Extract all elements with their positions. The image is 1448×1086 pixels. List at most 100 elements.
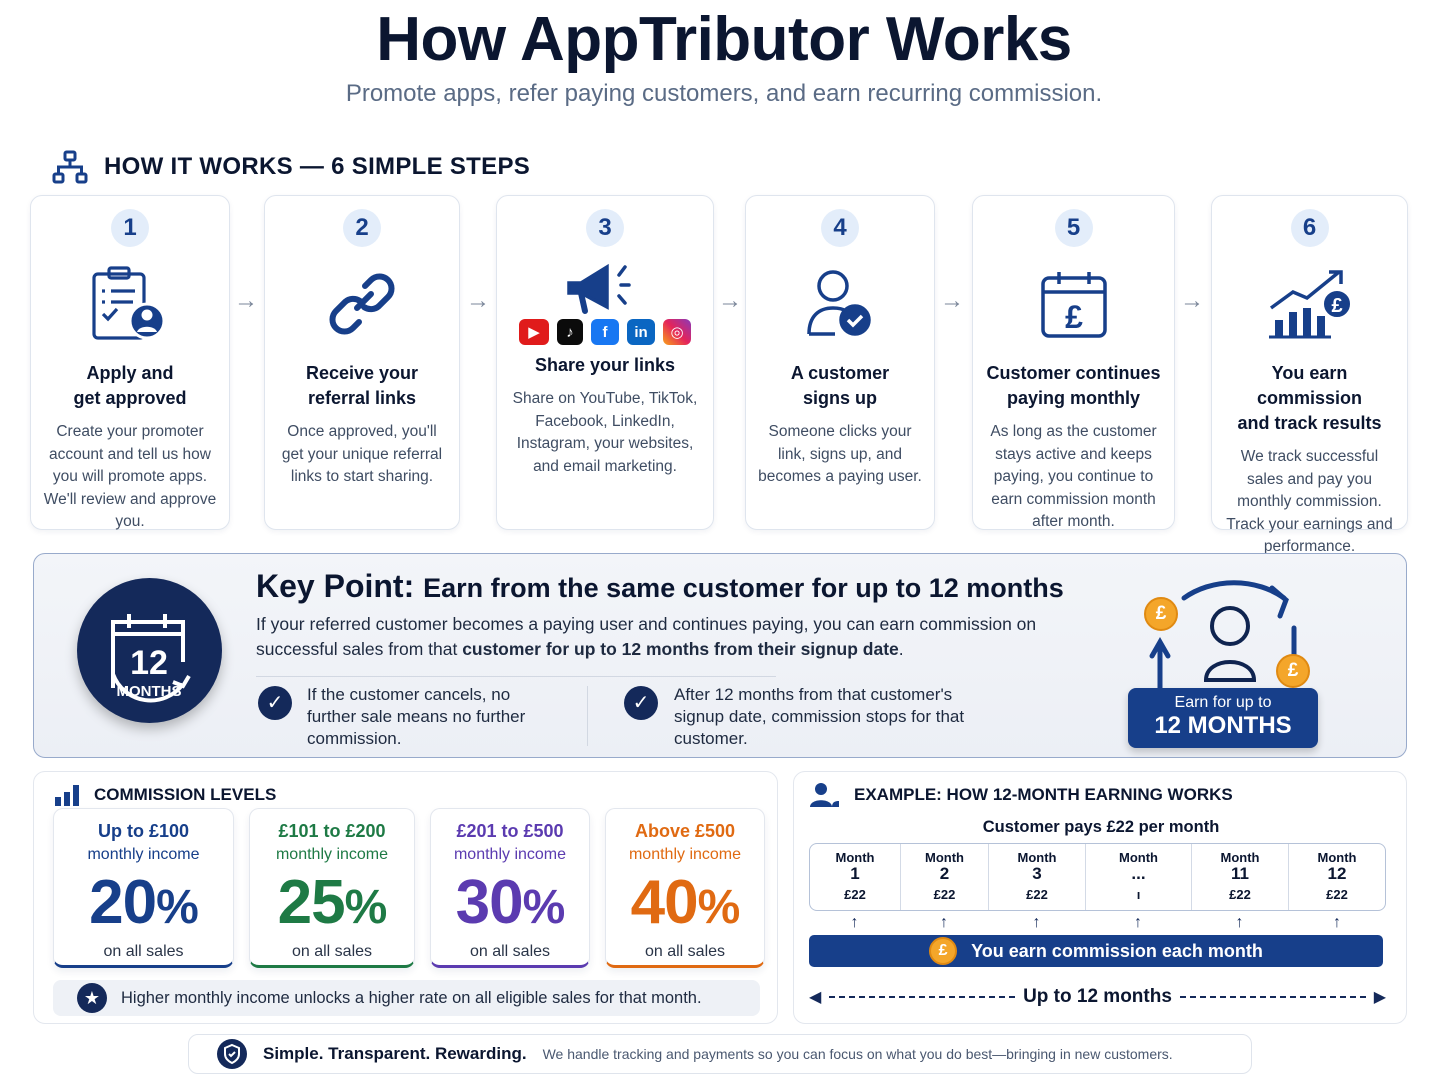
steps-heading-label: HOW IT WORKS — 6 SIMPLE STEPS: [104, 153, 531, 180]
instagram-icon: ◎: [663, 319, 691, 345]
earn-commission-bar: £ You earn commission each month: [809, 935, 1383, 967]
calendar-cycle-icon: 12 MONTHS: [111, 614, 191, 703]
tier-range: £101 to £200: [278, 821, 386, 841]
tier-suffix: on all sales: [644, 943, 726, 960]
commission-heading: COMMISSION LEVELS: [54, 784, 276, 806]
arrow-left-icon: ◀: [809, 989, 822, 1006]
svg-text:£: £: [1331, 295, 1342, 317]
arrow-up-icon: ↑: [850, 914, 859, 931]
tier-rate: 30%: [455, 868, 566, 937]
step-number: 5: [1054, 209, 1093, 247]
step-number: 4: [821, 209, 859, 247]
sitemap-icon: [52, 150, 88, 184]
page-subtitle: Promote apps, refer paying customers, an…: [345, 80, 1103, 107]
tier-rate: 40%: [630, 868, 741, 937]
tier-suffix: on all sales: [103, 943, 184, 960]
footer-text: We handle tracking and payments so you c…: [542, 1046, 1173, 1062]
step-title-line1: Receive your: [305, 363, 419, 383]
arrow-up-icon: ↑: [1134, 914, 1142, 931]
arrow-up-icon: ↑: [1032, 914, 1041, 931]
step-number: 3: [586, 209, 624, 247]
up-arrows: ↑ ↑ ↑ ↑ ↑ ↑: [809, 914, 1386, 932]
example-pays: Customer pays £22 per month: [982, 818, 1220, 836]
tier-suffix: on all sales: [291, 943, 373, 960]
step-title-line1: Apply and: [86, 363, 174, 383]
example-heading: EXAMPLE: HOW 12-MONTH EARNING WORKS: [810, 782, 1233, 808]
step-title-line1: A customer: [790, 363, 890, 383]
step-description: Share on YouTube, TikTok, Facebook, Link…: [512, 390, 698, 475]
key-point-title: Key Point: Earn from the same customer f…: [256, 568, 1064, 605]
user-check-icon: [807, 270, 871, 336]
step-title-line2: signs up: [802, 388, 877, 408]
step-number: 2: [343, 209, 381, 247]
arrow-right-icon: →: [718, 287, 742, 314]
steps-heading: HOW IT WORKS — 6 SIMPLE STEPS: [52, 150, 530, 184]
step-description: As long as the customer stays active and…: [990, 423, 1157, 530]
check-circle-icon: ✓: [624, 686, 658, 720]
twelve-months-badge: 12 MONTHS: [77, 578, 222, 723]
key-point-body: If your referred customer becomes a payi…: [256, 612, 1076, 662]
tier-range: Above £500: [634, 821, 736, 841]
arrow-right-icon: →: [1180, 287, 1204, 314]
tier-rate: 20%: [89, 868, 199, 937]
step-title-line1: You earn commission: [1256, 363, 1363, 408]
page-title: How AppTributor Works: [376, 5, 1072, 74]
arrow-up-icon: ↑: [1235, 914, 1244, 931]
tier-sub: monthly income: [453, 846, 567, 863]
divider: [256, 676, 776, 677]
commission-note-text: Higher monthly income unlocks a higher r…: [121, 988, 702, 1007]
step-title-line2: paying monthly: [1006, 388, 1140, 408]
tier-range: Up to £100: [97, 821, 190, 841]
arrow-right-icon: →: [234, 287, 258, 314]
growth-chart-pound-icon: £: [1268, 270, 1352, 339]
step-card-1: 1 Apply and get approved Create your prom…: [30, 195, 230, 530]
step-card-5: 5 £ Customer continues paying monthly As …: [972, 195, 1175, 530]
pound-coin-icon: £: [1144, 597, 1178, 631]
divider: [587, 686, 588, 746]
tier-sub: monthly income: [275, 846, 389, 863]
check-circle-icon: ✓: [258, 686, 292, 720]
steps-row: 1 Apply and get approved Create your prom…: [30, 195, 1410, 555]
step-card-4: 4 A customer signs up Someone clicks your…: [745, 195, 935, 530]
twelve-month-span: ◀ Up to 12 months ▶: [809, 986, 1386, 1008]
step-title-line2: and track results: [1237, 413, 1382, 433]
youtube-icon: ▶: [519, 319, 549, 345]
social-icons: ▶ ♪ f in ◎: [497, 319, 713, 345]
tiktok-icon: ♪: [557, 319, 583, 345]
months-table: Month 1 £22 Month 2 £22 Month 3 £22 Month... ı …: [809, 843, 1386, 911]
badge-number: 12: [130, 644, 168, 682]
tier-card-3: £201 to £500 monthly income 30% on all s…: [430, 808, 590, 968]
step-card-2: 2 Receive your referral links Once approv…: [264, 195, 460, 530]
month-cell: Month 2 £22: [901, 844, 989, 910]
tier-suffix: on all sales: [469, 943, 551, 960]
earn-box-line2: 12 MONTHS: [1154, 712, 1292, 739]
step-title-line2: get approved: [73, 388, 187, 408]
example-heading-label: EXAMPLE: HOW 12-MONTH EARNING WORKS: [854, 785, 1233, 804]
link-icon: [329, 273, 395, 335]
step-card-6: 6 £ You earn commission and track results…: [1211, 195, 1408, 555]
step-number: 6: [1290, 209, 1329, 247]
month-cell: Month... ı: [1086, 844, 1192, 910]
step-title-line2: referral links: [307, 388, 417, 408]
tier-sub: monthly income: [628, 846, 742, 863]
key-point-body-bold: customer for up to 12 months from their …: [462, 639, 899, 659]
step-description: Someone clicks your link, signs up, and …: [758, 423, 922, 485]
arrow-right-icon: →: [940, 287, 964, 314]
check-text-expiry: After 12 months from that customer's sig…: [674, 685, 965, 748]
key-point-body-start: If your referred customer becomes a payi…: [256, 614, 1037, 659]
users-icon: [810, 783, 839, 807]
linkedin-icon: in: [627, 319, 655, 345]
commission-heading-label: COMMISSION LEVELS: [94, 785, 277, 804]
svg-text:£: £: [1065, 299, 1083, 335]
pound-coin-icon: £: [1276, 654, 1310, 688]
megaphone-icon: [567, 263, 631, 314]
step-description: Create your promoter account and tell us…: [43, 423, 217, 530]
step-description: Once approved, you'll get your unique re…: [281, 423, 443, 485]
tier-card-4: Above £500 monthly income 40% on all sal…: [605, 808, 765, 968]
step-number: 1: [111, 209, 149, 247]
month-cell: Month 12 £22: [1317, 850, 1357, 902]
badge-label: MONTHS: [117, 683, 182, 700]
clipboard-user-icon: [92, 266, 166, 340]
calendar-pound-icon: £: [1040, 272, 1107, 338]
month-cell: Month 11 £22: [1192, 844, 1289, 910]
